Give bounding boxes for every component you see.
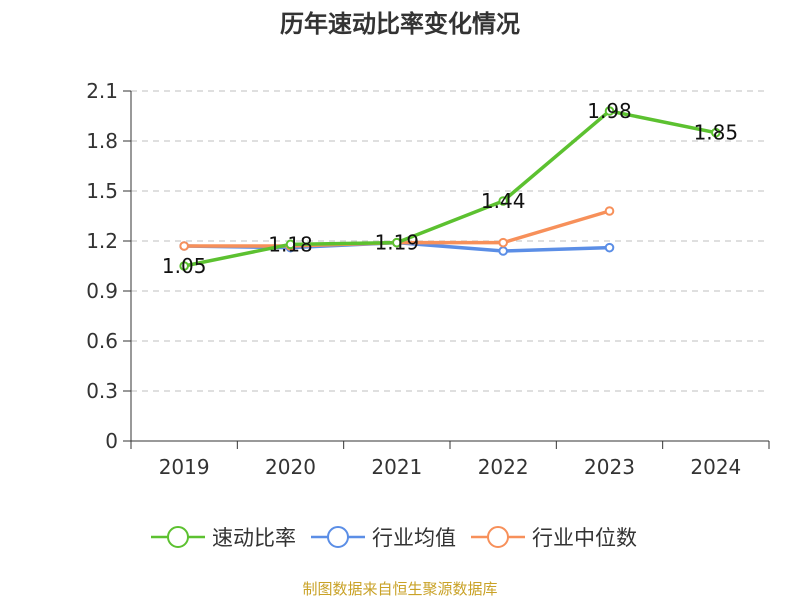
x-axis: 2019 2020 2021 2022 2023 2024 — [130, 440, 770, 479]
series-points — [179, 106, 721, 271]
legend-marker — [487, 526, 509, 548]
y-tick-label: 1.2 — [86, 229, 118, 253]
y-tick-label: 0.6 — [86, 329, 118, 353]
legend-label: 行业均值 — [372, 526, 456, 550]
data-point — [711, 127, 721, 138]
data-point — [604, 206, 615, 216]
x-tick-label: 2024 — [690, 455, 741, 479]
data-source-note: 制图数据来自恒生聚源数据库 — [302, 580, 498, 598]
series-lines — [182, 109, 718, 268]
data-label: 1.19 — [375, 231, 420, 255]
chart-title: 历年速动比率变化情况 — [280, 10, 520, 38]
y-tick-label: 0.3 — [86, 379, 118, 403]
data-point — [498, 246, 508, 256]
y-tick-label: 0.9 — [86, 279, 118, 303]
x-tick-label: 2023 — [584, 455, 635, 479]
data-labels: 1.05 1.18 1.19 1.44 1.98 1.85 — [162, 99, 738, 278]
y-tick-label: 1.5 — [86, 179, 118, 203]
x-tick-label: 2020 — [265, 455, 316, 479]
data-label: 1.44 — [481, 189, 526, 213]
data-point — [285, 239, 296, 250]
data-label: 1.18 — [268, 232, 313, 256]
series-line — [182, 109, 718, 268]
legend-label: 行业中位数 — [532, 526, 637, 550]
legend-label: 速动比率 — [212, 526, 296, 550]
data-label: 1.85 — [694, 121, 739, 145]
y-tick-label: 2.1 — [86, 79, 118, 103]
legend: 速动比率 行业均值 行业中位数 — [151, 526, 637, 550]
y-axis: 0 0.3 0.6 0.9 1.2 1.5 1.8 2.1 — [86, 79, 132, 453]
data-label: 1.98 — [587, 99, 632, 123]
legend-marker — [327, 526, 349, 548]
data-point — [498, 237, 508, 248]
data-point — [604, 106, 615, 116]
legend-marker — [167, 526, 189, 548]
x-tick-label: 2019 — [159, 455, 210, 479]
data-point — [604, 242, 615, 253]
x-tick-label: 2022 — [478, 455, 529, 479]
y-tick-label: 0 — [105, 429, 118, 453]
data-point — [392, 237, 402, 248]
x-tick-label: 2021 — [371, 455, 422, 479]
data-label: 1.05 — [162, 254, 207, 278]
data-point — [498, 196, 508, 206]
y-tick-label: 1.8 — [86, 129, 118, 153]
data-point — [179, 261, 189, 271]
data-point — [179, 241, 189, 251]
